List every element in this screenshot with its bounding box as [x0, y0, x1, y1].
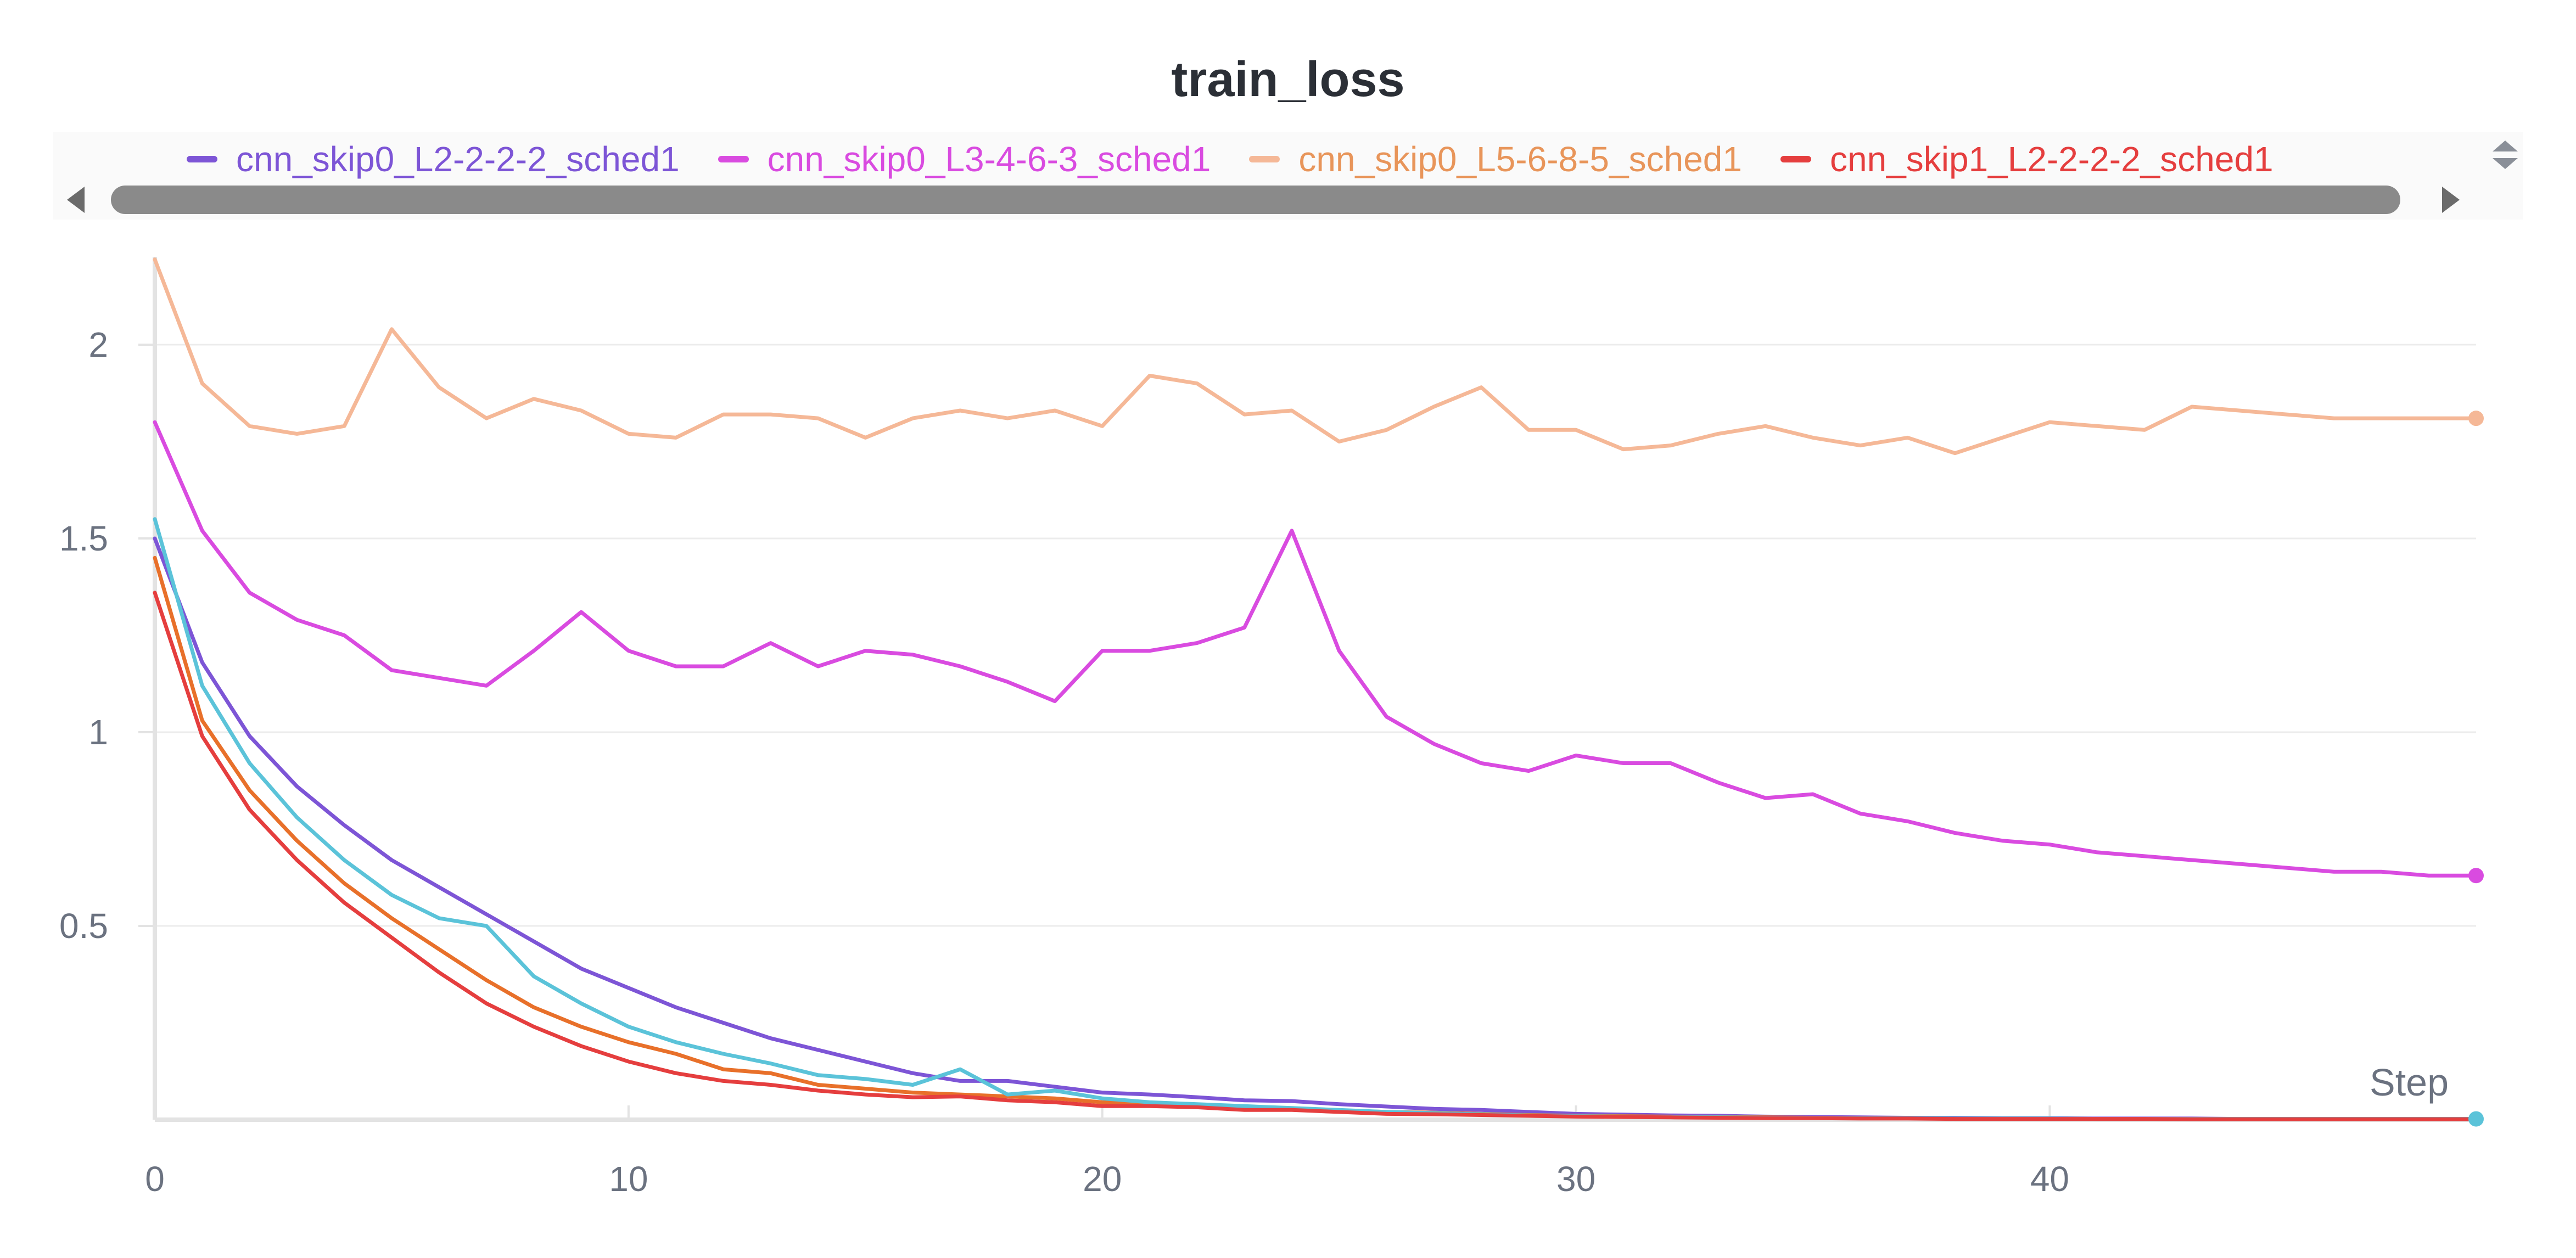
series-line[interactable]	[153, 536, 2478, 1121]
legend-item[interactable]: cnn_skip0_L5-6-8-5_sched1	[1249, 139, 1742, 179]
x-tick-label: 40	[2030, 1159, 2069, 1199]
legend-label: cnn_skip0_L3-4-6-3_sched1	[767, 139, 1211, 179]
legend: cnn_skip0_L2-2-2-2_sched1 cnn_skip0_L3-4…	[187, 137, 2273, 181]
y-tick-label: 0.5	[59, 906, 108, 946]
series-line[interactable]	[153, 517, 2478, 1121]
x-tick-label: 10	[609, 1159, 648, 1199]
legend-item[interactable]: cnn_skip0_L2-2-2-2_sched1	[187, 139, 680, 179]
x-ticks: 0 10 20 30 40	[145, 1105, 2069, 1199]
series-end-markers	[2468, 411, 2484, 1127]
x-axis-label: Step	[2370, 1061, 2449, 1104]
grid	[155, 344, 2476, 927]
series-line[interactable]	[153, 555, 2478, 1121]
y-ticks: 0.5 1 1.5 2	[59, 325, 155, 946]
chart-title: train_loss	[1171, 52, 1405, 107]
legend-swatch	[1780, 156, 1811, 162]
series-end-marker	[2468, 868, 2484, 884]
legend-swatch	[187, 156, 217, 162]
y-tick-label: 2	[88, 325, 108, 364]
legend-label: cnn_skip0_L2-2-2-2_sched1	[236, 139, 680, 179]
series-line[interactable]	[153, 257, 2478, 456]
legend-label: cnn_skip0_L5-6-8-5_sched1	[1298, 139, 1742, 179]
scroll-right-arrow-icon[interactable]	[2440, 183, 2462, 216]
series-end-marker	[2468, 1111, 2484, 1127]
legend-item[interactable]: cnn_skip1_L2-2-2-2_sched1	[1780, 139, 2273, 179]
legend-swatch	[1249, 156, 1280, 162]
x-tick-label: 20	[1083, 1159, 1122, 1199]
scroll-left-arrow-icon[interactable]	[65, 183, 87, 216]
x-tick-label: 30	[1556, 1159, 1595, 1199]
series-lines	[153, 257, 2478, 1121]
legend-label: cnn_skip1_L2-2-2-2_sched1	[1829, 139, 2273, 179]
series-end-marker	[2468, 411, 2484, 426]
series-line[interactable]	[153, 420, 2478, 878]
series-line[interactable]	[153, 591, 2478, 1121]
legend-item[interactable]: cnn_skip0_L3-4-6-3_sched1	[718, 139, 1211, 179]
y-tick-label: 1	[88, 712, 108, 752]
x-tick-label: 0	[145, 1159, 165, 1199]
legend-scrollbar-thumb[interactable]	[111, 186, 2400, 214]
legend-swatch	[718, 156, 749, 162]
legend-expand-icon[interactable]	[2490, 138, 2520, 171]
y-tick-label: 1.5	[59, 519, 108, 558]
